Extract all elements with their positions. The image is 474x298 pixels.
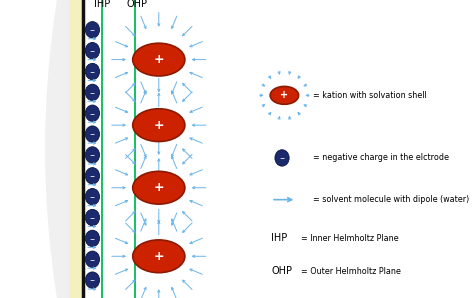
Text: −: − bbox=[90, 236, 95, 241]
Text: −: − bbox=[90, 27, 95, 32]
Text: −: − bbox=[90, 278, 95, 283]
Text: +: + bbox=[154, 181, 164, 194]
Text: −: − bbox=[90, 257, 95, 262]
Text: −: − bbox=[90, 111, 95, 116]
Ellipse shape bbox=[85, 167, 100, 184]
Ellipse shape bbox=[85, 251, 100, 268]
Ellipse shape bbox=[85, 84, 100, 101]
Text: −: − bbox=[90, 153, 95, 157]
Ellipse shape bbox=[85, 147, 100, 163]
PathPatch shape bbox=[0, 0, 57, 298]
Text: −: − bbox=[90, 215, 95, 220]
Circle shape bbox=[133, 43, 185, 76]
Text: IHP: IHP bbox=[94, 0, 110, 9]
Circle shape bbox=[133, 171, 185, 204]
Text: +: + bbox=[280, 90, 289, 100]
Ellipse shape bbox=[85, 22, 100, 38]
Text: −: − bbox=[90, 90, 95, 95]
Text: OHP: OHP bbox=[126, 0, 147, 9]
Text: −: − bbox=[90, 132, 95, 136]
Ellipse shape bbox=[85, 105, 100, 122]
Ellipse shape bbox=[85, 188, 100, 205]
Ellipse shape bbox=[85, 272, 100, 288]
Ellipse shape bbox=[85, 43, 100, 59]
Text: +: + bbox=[154, 119, 164, 132]
Text: −: − bbox=[90, 48, 95, 53]
Ellipse shape bbox=[85, 230, 100, 247]
Circle shape bbox=[133, 109, 185, 142]
Ellipse shape bbox=[85, 63, 100, 80]
Text: −: − bbox=[90, 194, 95, 199]
Text: = solvent molecule with dipole (water): = solvent molecule with dipole (water) bbox=[313, 195, 469, 204]
Text: = Inner Helmholtz Plane: = Inner Helmholtz Plane bbox=[301, 234, 399, 243]
FancyBboxPatch shape bbox=[69, 0, 83, 298]
FancyBboxPatch shape bbox=[0, 0, 83, 298]
Circle shape bbox=[133, 240, 185, 273]
Ellipse shape bbox=[85, 209, 100, 226]
Circle shape bbox=[270, 86, 299, 104]
Text: +: + bbox=[154, 250, 164, 263]
Text: +: + bbox=[154, 53, 164, 66]
Text: = kation with solvation shell: = kation with solvation shell bbox=[313, 91, 427, 100]
Text: −: − bbox=[279, 156, 285, 160]
Text: IHP: IHP bbox=[271, 233, 287, 243]
Ellipse shape bbox=[275, 150, 289, 166]
Text: −: − bbox=[90, 69, 95, 74]
Text: OHP: OHP bbox=[271, 266, 292, 276]
Text: −: − bbox=[90, 173, 95, 178]
Ellipse shape bbox=[85, 126, 100, 142]
Text: = Outer Helmholtz Plane: = Outer Helmholtz Plane bbox=[301, 267, 401, 276]
Text: = negative charge in the elctrode: = negative charge in the elctrode bbox=[313, 153, 449, 162]
